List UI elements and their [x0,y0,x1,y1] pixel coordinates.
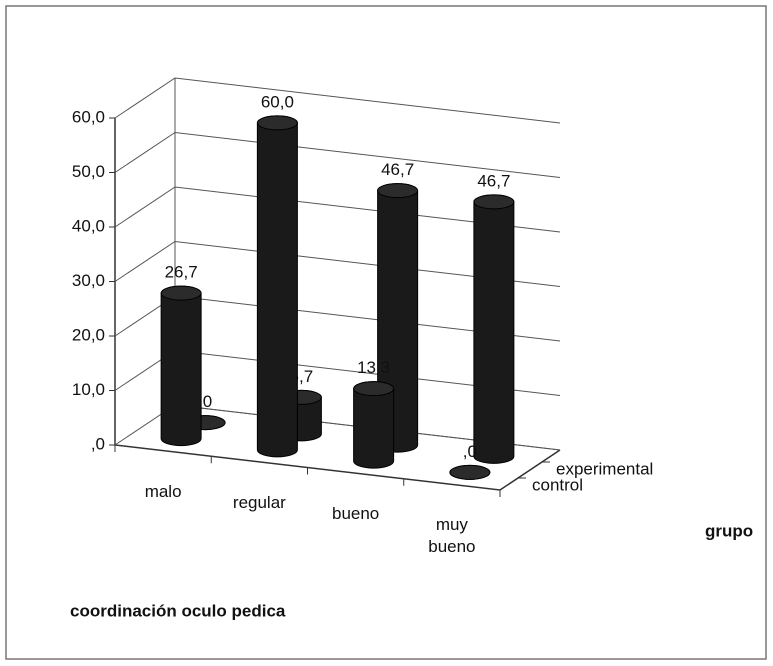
y-tick-label: 20,0 [72,325,105,344]
y-tick-label: 10,0 [72,380,105,399]
data-label: 60,0 [261,92,294,111]
legend-title: grupo [705,521,753,540]
grid-line [114,240,561,287]
x-tick-label: regular [232,492,286,512]
frame [5,5,767,660]
y-tick-label: 40,0 [72,216,105,235]
bar-top [473,194,515,210]
data-label: 46,7 [477,171,510,190]
bar-top [377,183,419,199]
y-tick-label: 50,0 [72,162,105,181]
y-tick-label: 30,0 [72,271,105,290]
x-tick-label: malo [144,481,182,501]
grid-line [114,77,561,124]
grid-line [114,131,561,178]
bar-top [256,115,298,131]
bar [473,194,515,464]
x-tick-label: muy bueno [428,515,476,557]
bar [160,285,202,447]
y-tick-label: 60,0 [72,107,105,126]
y-tick-label: ,0 [91,434,105,453]
bar-top [160,285,202,301]
legend-label: control [532,475,583,494]
data-label: 26,7 [165,263,198,282]
x-tick-label: bueno [331,504,380,524]
bar [256,115,298,458]
bar-top [449,464,491,480]
data-label: ,0 [463,442,477,461]
data-label: 13,3 [357,358,390,377]
bar-top [353,381,395,397]
grid-line [114,186,561,233]
legend-label: experimental [556,459,653,478]
data-label: 46,7 [381,160,414,179]
x-axis-title: coordinación oculo pedica [70,601,286,620]
